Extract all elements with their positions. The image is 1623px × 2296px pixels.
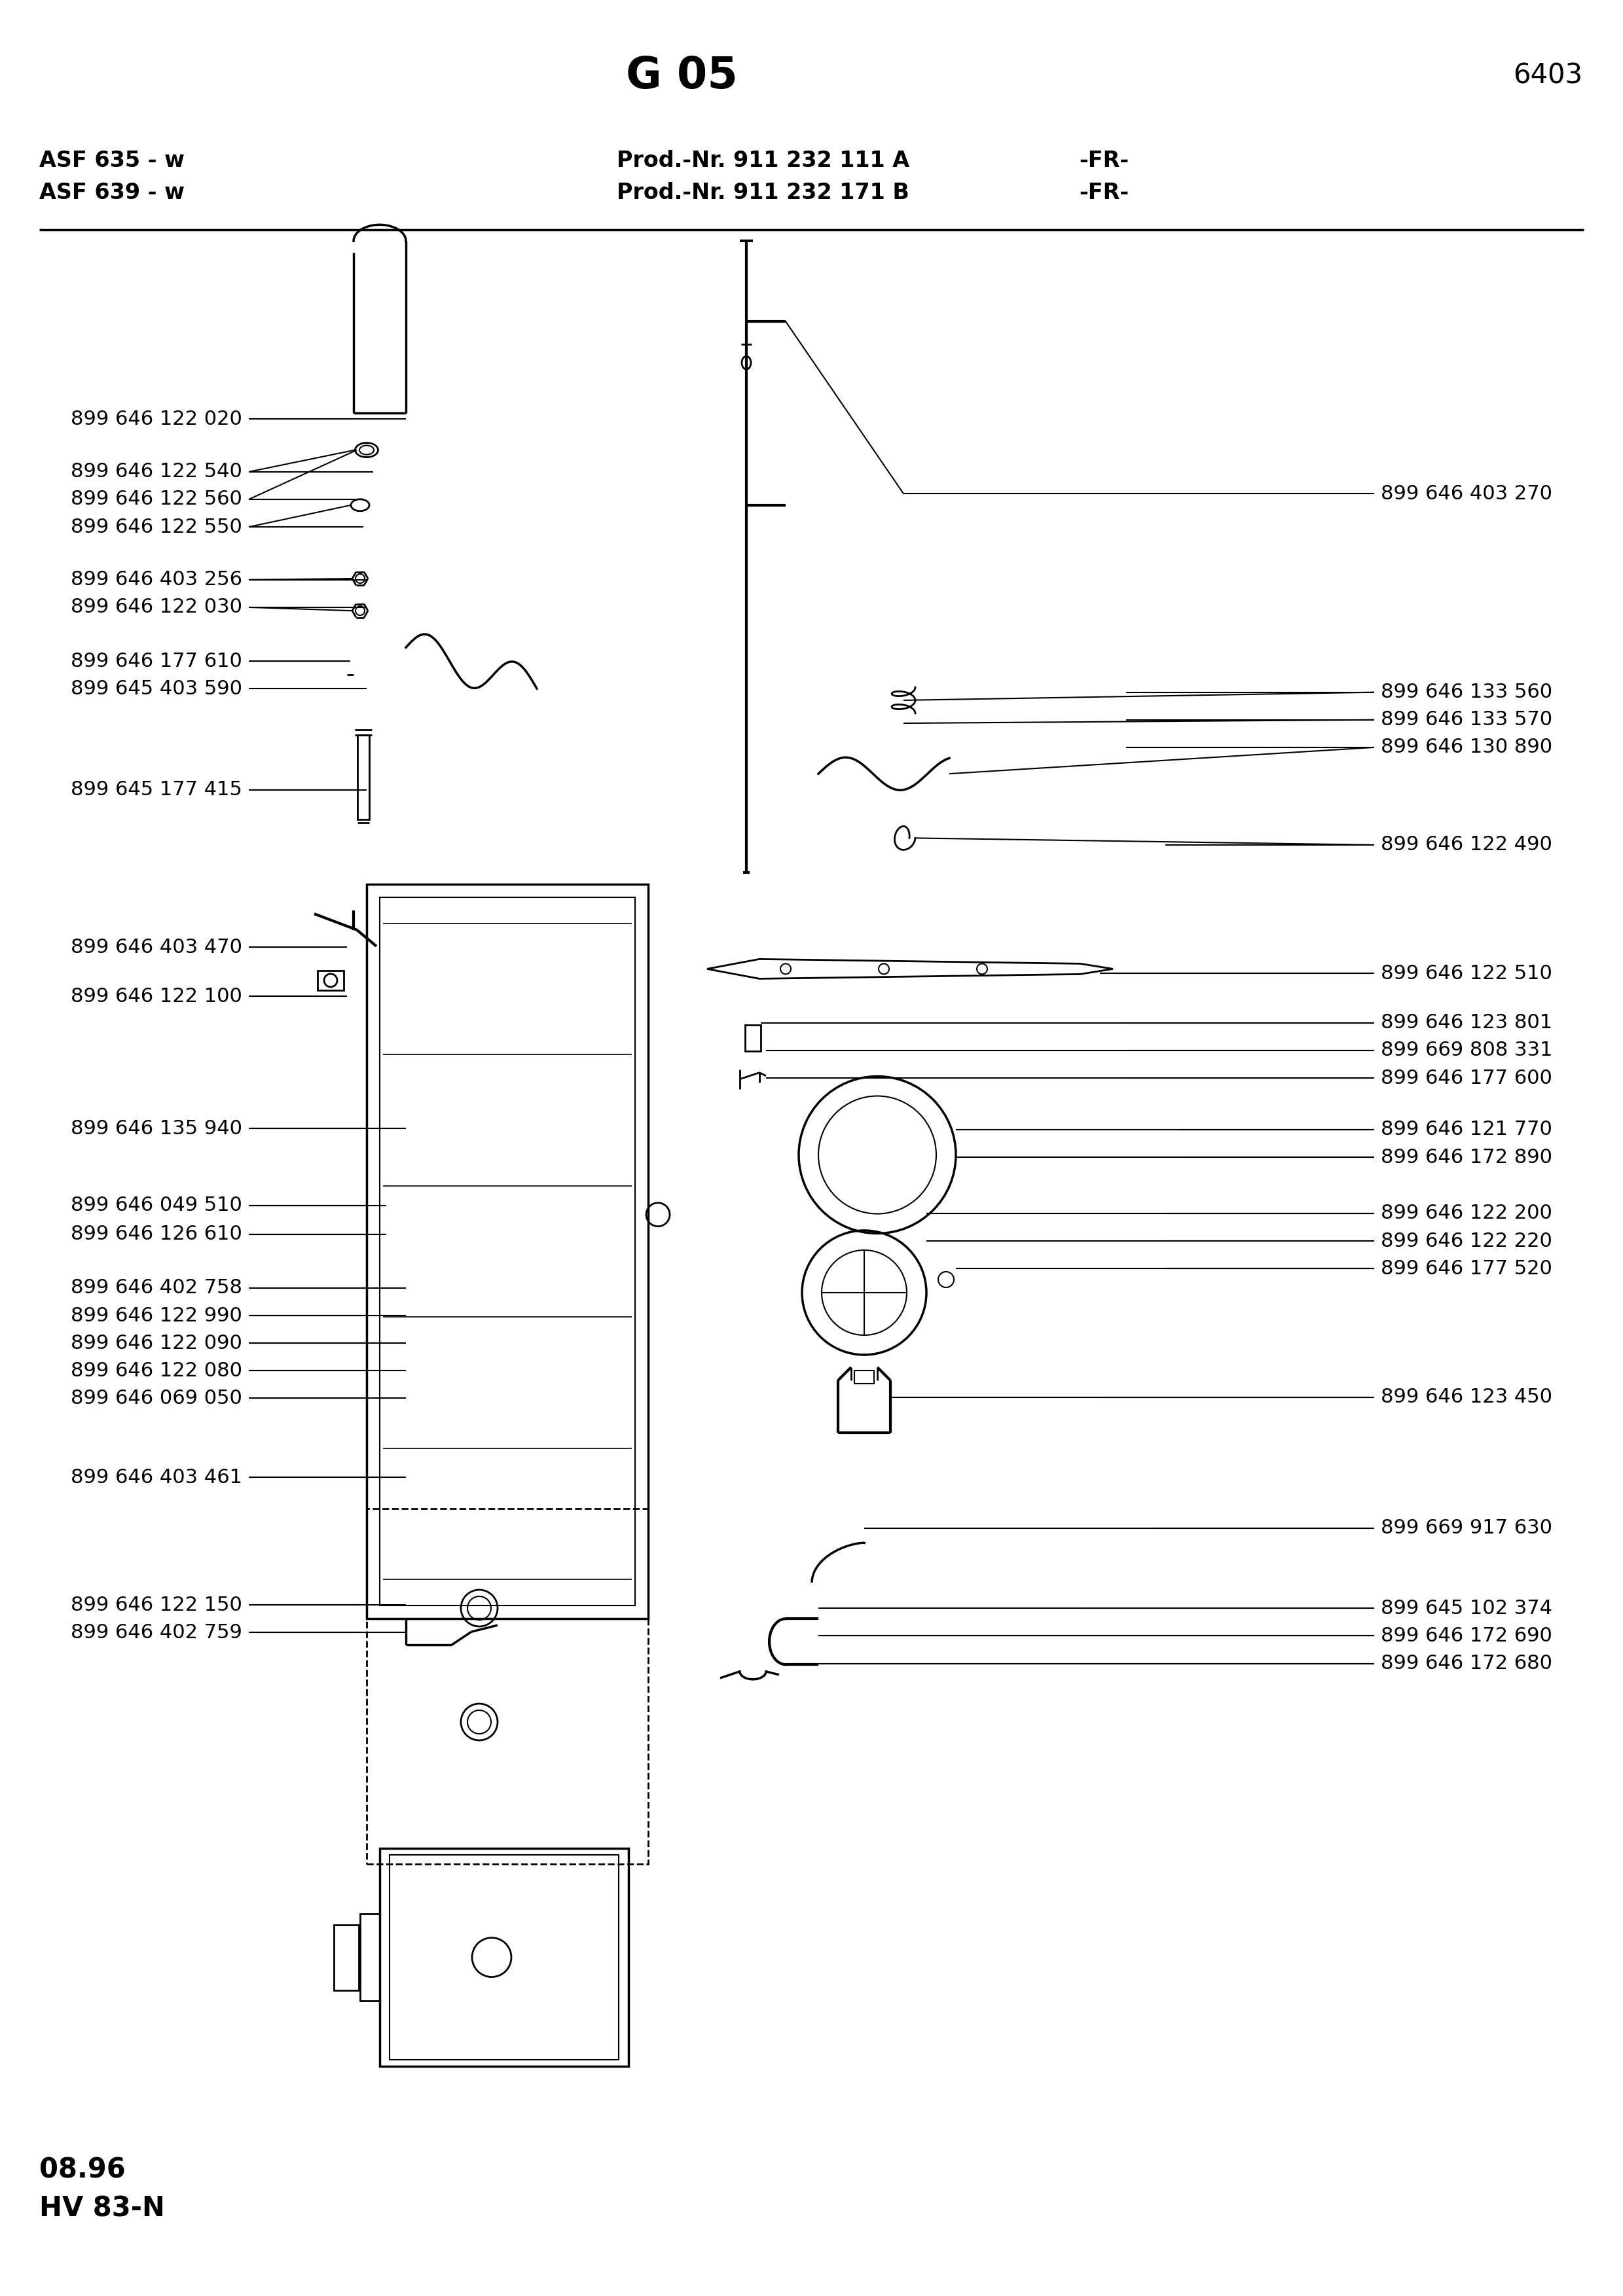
Text: 08.96: 08.96 <box>39 2156 125 2183</box>
Text: 899 646 126 610: 899 646 126 610 <box>71 1224 242 1244</box>
Text: 899 646 122 490: 899 646 122 490 <box>1381 836 1552 854</box>
Text: 899 646 177 610: 899 646 177 610 <box>71 652 242 670</box>
Text: 899 646 122 090: 899 646 122 090 <box>71 1334 242 1352</box>
Text: 899 669 917 630: 899 669 917 630 <box>1381 1518 1552 1538</box>
Bar <box>334 1924 359 1991</box>
Text: 6403: 6403 <box>1513 62 1582 90</box>
Text: 899 646 177 600: 899 646 177 600 <box>1381 1068 1552 1088</box>
Text: 899 646 135 940: 899 646 135 940 <box>71 1118 242 1139</box>
Bar <box>367 1508 648 1864</box>
Text: 899 646 177 520: 899 646 177 520 <box>1381 1258 1552 1279</box>
Bar <box>745 1024 761 1052</box>
Text: 899 646 122 540: 899 646 122 540 <box>71 461 242 482</box>
Text: 899 646 172 890: 899 646 172 890 <box>1381 1148 1552 1166</box>
Text: 899 646 122 550: 899 646 122 550 <box>71 517 242 537</box>
Text: 899 645 177 415: 899 645 177 415 <box>71 781 242 799</box>
Text: 899 646 402 758: 899 646 402 758 <box>71 1279 242 1297</box>
Text: 899 646 403 256: 899 646 403 256 <box>71 569 242 590</box>
Text: 899 646 049 510: 899 646 049 510 <box>71 1196 242 1215</box>
Text: 899 646 403 270: 899 646 403 270 <box>1381 484 1552 503</box>
Text: -FR-: -FR- <box>1079 149 1130 172</box>
Text: 899 646 122 200: 899 646 122 200 <box>1381 1203 1552 1224</box>
Polygon shape <box>708 960 1113 978</box>
Bar <box>380 898 635 1605</box>
Text: 899 646 172 690: 899 646 172 690 <box>1381 1626 1552 1646</box>
Bar <box>357 735 370 820</box>
Text: -FR-: -FR- <box>1079 181 1130 204</box>
Text: 899 646 172 680: 899 646 172 680 <box>1381 1653 1552 1674</box>
Text: 899 646 122 030: 899 646 122 030 <box>71 597 242 618</box>
Text: 899 646 122 560: 899 646 122 560 <box>71 489 242 510</box>
Bar <box>854 1371 875 1384</box>
Bar <box>390 1855 618 2060</box>
Text: 899 669 808 331: 899 669 808 331 <box>1381 1040 1553 1061</box>
Text: ASF 635 - w: ASF 635 - w <box>39 149 185 172</box>
Text: 899 646 122 150: 899 646 122 150 <box>71 1596 242 1614</box>
Bar <box>360 1915 380 2000</box>
Text: 899 646 122 990: 899 646 122 990 <box>71 1306 242 1325</box>
Bar <box>318 971 344 990</box>
Text: 899 646 122 080: 899 646 122 080 <box>71 1362 242 1380</box>
Bar <box>367 884 648 1619</box>
Bar <box>380 1848 628 2066</box>
Text: 899 646 403 470: 899 646 403 470 <box>71 937 242 957</box>
Text: ASF 639 - w: ASF 639 - w <box>39 181 185 204</box>
Text: 899 645 102 374: 899 645 102 374 <box>1381 1598 1552 1619</box>
Text: 899 646 133 570: 899 646 133 570 <box>1381 709 1552 730</box>
Text: 899 646 402 759: 899 646 402 759 <box>71 1623 242 1642</box>
Text: 899 646 123 450: 899 646 123 450 <box>1381 1387 1552 1407</box>
Text: 899 646 122 220: 899 646 122 220 <box>1381 1231 1552 1251</box>
Text: Prod.-Nr. 911 232 171 B: Prod.-Nr. 911 232 171 B <box>617 181 909 204</box>
Text: Prod.-Nr. 911 232 111 A: Prod.-Nr. 911 232 111 A <box>617 149 909 172</box>
Text: 899 646 069 050: 899 646 069 050 <box>71 1389 242 1407</box>
Text: HV 83-N: HV 83-N <box>39 2195 166 2223</box>
Text: 899 646 122 510: 899 646 122 510 <box>1381 964 1552 983</box>
Text: 899 646 121 770: 899 646 121 770 <box>1381 1120 1552 1139</box>
Text: 899 646 133 560: 899 646 133 560 <box>1381 682 1552 703</box>
Text: 899 646 130 890: 899 646 130 890 <box>1381 737 1552 758</box>
Text: 899 646 403 461: 899 646 403 461 <box>71 1467 242 1488</box>
Text: 899 646 122 020: 899 646 122 020 <box>71 409 242 429</box>
Text: 899 646 123 801: 899 646 123 801 <box>1381 1013 1552 1033</box>
Text: 899 646 122 100: 899 646 122 100 <box>71 987 242 1006</box>
Text: G 05: G 05 <box>626 55 737 96</box>
Text: 899 645 403 590: 899 645 403 590 <box>71 680 242 698</box>
